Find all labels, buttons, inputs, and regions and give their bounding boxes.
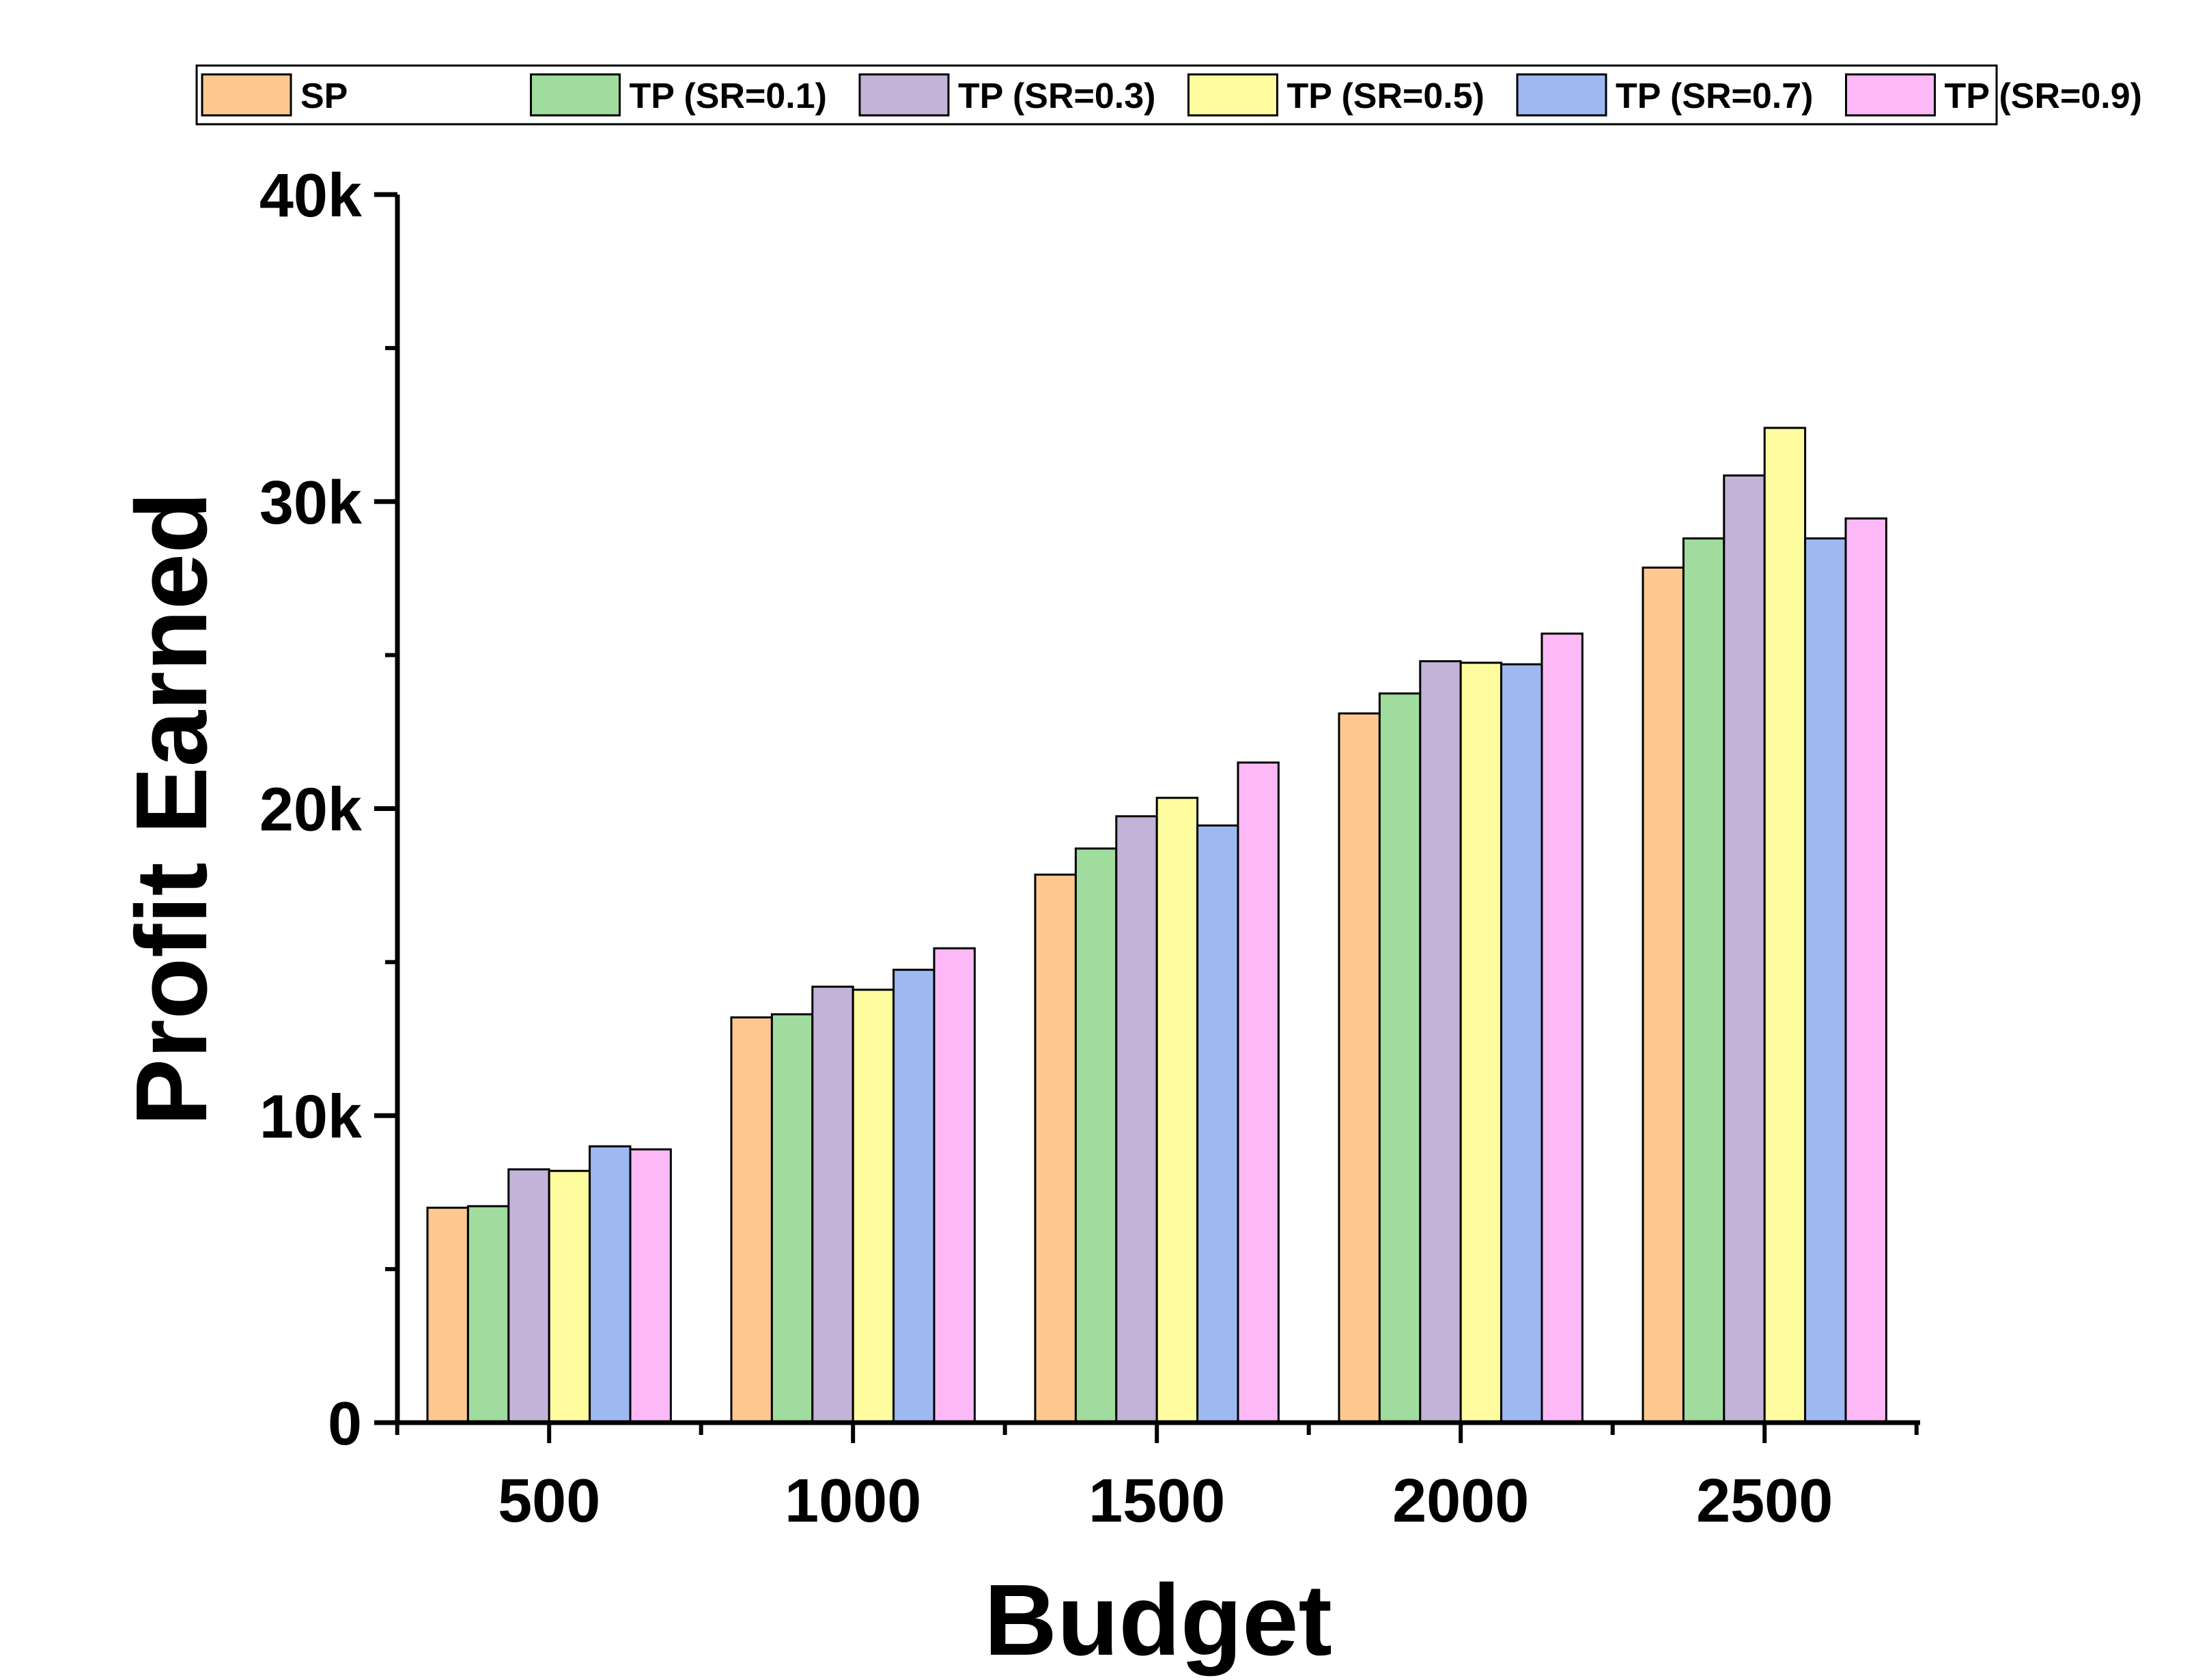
bar-tp-sr-0-1-2500: [1682, 537, 1726, 1424]
legend: SP TP (SR=0.1) TP (SR=0.3) TP (SR=0.5) TP (S…: [195, 64, 2142, 126]
y-tick-label: 40k: [259, 162, 363, 230]
bar-tp-sr-0-3-2500: [1723, 474, 1766, 1424]
bar-tp-sr-0-9-1000: [933, 947, 976, 1424]
y-tick-label: 20k: [259, 776, 363, 844]
bar-tp-sr-0-5-500: [548, 1169, 591, 1424]
legend-label: TP (SR=0.5): [1287, 76, 1484, 116]
bar-sp-1000: [730, 1016, 773, 1424]
bar-sp-2500: [1642, 566, 1685, 1424]
bar-sp-1500: [1034, 873, 1077, 1424]
axis-labels-group: Budget Profit Earned: [115, 492, 1332, 1677]
x-tick-label: 1500: [1088, 1467, 1225, 1535]
legend-label: TP (SR=0.9): [1945, 76, 2142, 116]
y-tick-label: 10k: [259, 1083, 363, 1151]
legend-swatch: [530, 73, 621, 117]
bar-tp-sr-0-1-2000: [1378, 692, 1422, 1424]
legend-label: SP: [300, 76, 348, 116]
legend-swatch: [1516, 73, 1607, 117]
bar-tp-sr-0-7-500: [589, 1145, 632, 1424]
legend-label: TP (SR=0.3): [958, 76, 1155, 116]
y-axis-title: Profit Earned: [115, 492, 228, 1126]
bar-tp-sr-0-3-500: [507, 1168, 550, 1424]
bar-tp-sr-0-3-1500: [1115, 815, 1158, 1424]
bar-tp-sr-0-9-2500: [1844, 517, 1887, 1424]
legend-label: TP (SR=0.7): [1616, 76, 1813, 116]
x-tick-label: 500: [498, 1467, 600, 1535]
y-tick-label: 0: [328, 1390, 362, 1458]
bar-tp-sr-0-5-1500: [1155, 797, 1199, 1424]
bar-tp-sr-0-9-2000: [1540, 632, 1583, 1424]
x-tick-label: 1000: [785, 1467, 921, 1535]
bar-tp-sr-0-5-1000: [851, 988, 895, 1424]
bar-tp-sr-0-7-2000: [1500, 663, 1543, 1424]
x-tick-label: 2500: [1696, 1467, 1833, 1535]
legend-frame: [195, 64, 1998, 126]
bar-tp-sr-0-7-2500: [1804, 537, 1847, 1424]
bar-tp-sr-0-1-500: [466, 1205, 510, 1424]
bar-tp-sr-0-3-2000: [1419, 660, 1462, 1424]
legend-swatch: [201, 73, 292, 117]
bar-tp-sr-0-5-2500: [1763, 427, 1807, 1424]
bar-sp-500: [426, 1206, 469, 1424]
axes-group: 0 10k 20k 30k 40k 500 1000 1500 2000 2500: [259, 162, 1920, 1535]
legend-label: TP (SR=0.1): [630, 76, 827, 116]
bar-tp-sr-0-9-500: [629, 1148, 672, 1424]
bar-tp-sr-0-9-1500: [1237, 761, 1280, 1424]
legend-swatch: [1187, 73, 1278, 117]
bar-tp-sr-0-7-1000: [892, 969, 935, 1424]
bar-tp-sr-0-1-1000: [770, 1013, 814, 1424]
x-axis-title: Budget: [984, 1564, 1332, 1677]
bar-sp-2000: [1338, 712, 1381, 1424]
bar-tp-sr-0-3-1000: [811, 985, 854, 1424]
bar-tp-sr-0-5-2000: [1459, 661, 1503, 1424]
bar-tp-sr-0-7-1500: [1196, 824, 1239, 1424]
legend-swatch: [1845, 73, 1936, 117]
legend-swatch: [858, 73, 950, 117]
y-tick-label: 30k: [259, 469, 363, 537]
bar-tp-sr-0-1-1500: [1074, 847, 1118, 1424]
bars-group: [426, 427, 1887, 1424]
x-tick-label: 2000: [1392, 1467, 1529, 1535]
